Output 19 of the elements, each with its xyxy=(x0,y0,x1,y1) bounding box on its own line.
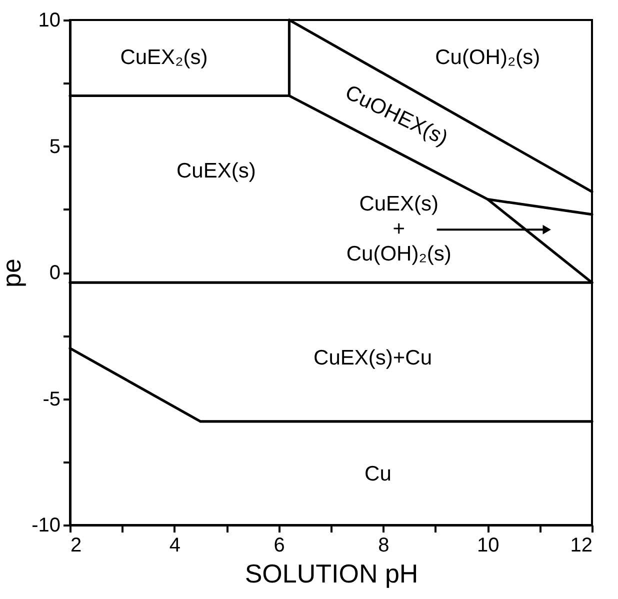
y-tick-label: 10 xyxy=(38,10,60,32)
x-tick-label: 12 xyxy=(570,534,592,556)
annotation: CuEX(s)+Cu xyxy=(314,346,432,370)
y-tick-label: -10 xyxy=(32,514,60,536)
annotation: CuEX₂(s) xyxy=(120,46,208,69)
x-tick-label: 2 xyxy=(70,534,82,556)
x-tick-label: 8 xyxy=(378,534,390,556)
y-tick-label: -5 xyxy=(42,388,60,410)
annotation: Cu(OH)₂(s) xyxy=(435,46,540,69)
y-tick-label: 5 xyxy=(49,136,60,158)
annotation: Cu xyxy=(364,462,392,486)
y-axis-title: pe xyxy=(0,258,27,288)
x-tick-label: 6 xyxy=(274,534,285,556)
x-axis-title: SOLUTION pH xyxy=(244,558,418,588)
y-tick-label: 0 xyxy=(49,262,60,284)
annotation: CuEX(s) xyxy=(176,160,256,182)
annotation: CuEX(s) + Cu(OH)₂(s) xyxy=(346,192,452,266)
x-tick-label: 10 xyxy=(476,534,500,556)
x-tick-label: 4 xyxy=(169,534,180,556)
